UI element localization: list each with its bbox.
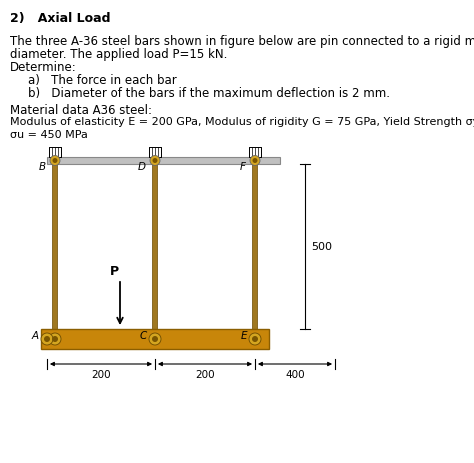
Text: E: E [240,330,247,340]
Text: 400: 400 [285,369,305,379]
Text: 200: 200 [91,369,111,379]
Text: diameter. The applied load P=15 kN.: diameter. The applied load P=15 kN. [10,48,228,61]
Circle shape [44,336,50,342]
Bar [53,165,57,329]
Text: 200: 200 [195,369,215,379]
Text: B: B [39,162,46,172]
Circle shape [252,336,258,342]
Circle shape [249,333,261,345]
Circle shape [250,156,260,166]
Text: C: C [140,330,147,340]
Text: A: A [32,330,39,340]
Circle shape [41,333,53,345]
Text: a)   The force in each bar: a) The force in each bar [28,74,177,87]
Circle shape [53,159,57,163]
Circle shape [149,333,161,345]
Text: P: P [109,264,118,277]
Circle shape [150,156,160,166]
Text: 2)   Axial Load: 2) Axial Load [10,12,110,25]
Circle shape [49,333,61,345]
Bar [253,165,257,329]
Text: Modulus of elasticity E = 200 GPa, Modulus of rigidity G = 75 GPa, Yield Strengt: Modulus of elasticity E = 200 GPa, Modul… [10,117,474,127]
Circle shape [253,159,257,163]
Text: b)   Diameter of the bars if the maximum deflection is 2 mm.: b) Diameter of the bars if the maximum d… [28,87,390,100]
Circle shape [50,156,60,166]
Text: Determine:: Determine: [10,61,77,74]
Bar [41,329,269,349]
Text: Material data A36 steel:: Material data A36 steel: [10,104,152,117]
Bar [49,148,61,158]
Bar [153,165,157,329]
Circle shape [153,159,157,163]
Text: D: D [138,162,146,172]
Text: F: F [240,162,246,172]
Circle shape [152,336,158,342]
Text: The three A-36 steel bars shown in figure below are pin connected to a rigid mem: The three A-36 steel bars shown in figur… [10,35,474,48]
Text: 500: 500 [311,242,332,252]
Text: σu = 450 MPa: σu = 450 MPa [10,130,88,140]
Bar [47,158,280,165]
Circle shape [52,336,58,342]
Bar [249,148,261,158]
Bar [149,148,161,158]
